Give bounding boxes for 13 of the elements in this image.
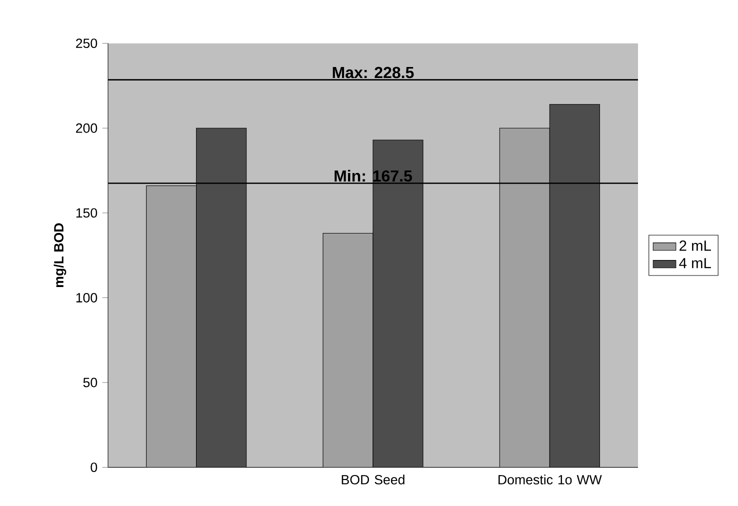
y-tick-label: 200 [76, 123, 98, 133]
y-tick-label: 100 [76, 293, 98, 302]
ref-line-label: Max: 228.5 [332, 66, 414, 78]
x-tick-label: BOD Seed [342, 474, 404, 484]
y-tick-label: 50 [83, 378, 98, 388]
y-tick-label: 0 [90, 462, 98, 472]
y-tick-label: 250 [76, 38, 98, 48]
legend-label: 2 mL [680, 240, 711, 251]
y-tick-label: 150 [76, 208, 98, 218]
legend-label: 4 mL [679, 258, 711, 268]
ref-line-label: Min: 167.5 [334, 170, 412, 182]
y-axis-title: mg/L BOD [54, 223, 66, 288]
x-tick-label: Domestic 1o WW [498, 474, 602, 484]
